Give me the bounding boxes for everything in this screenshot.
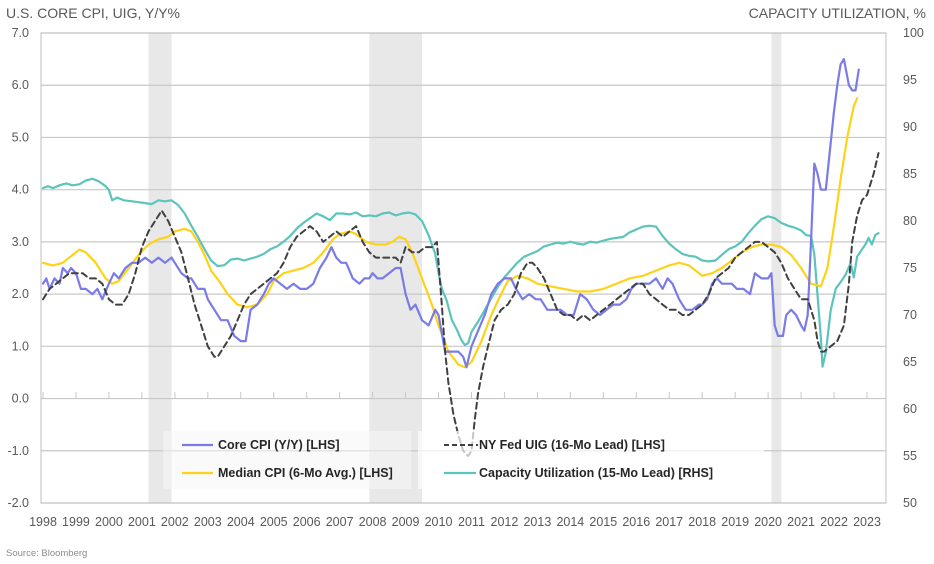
x-axis-ticks: 1998 1999 2000 2001 2002 2003 2004 2005 2006 2007… <box>29 392 881 529</box>
series-line-core-cpi-y-y-lhs <box>41 58 860 369</box>
x-tick-label: 2010 <box>425 515 453 529</box>
y-right-tick-label: 100 <box>903 26 924 40</box>
left-axis-title: U.S. CORE CPI, UIG, Y/Y% <box>6 5 180 21</box>
y-left-tick-label: 6.0 <box>12 78 29 92</box>
legend-label-ny-fed-uig: NY Fed UIG (16-Mo Lead) [LHS] <box>479 438 665 452</box>
x-tick-label: 2021 <box>787 515 815 529</box>
x-tick-label: 2000 <box>95 515 123 529</box>
x-tick-label: 2015 <box>589 515 617 529</box>
series-line-capacity-utilization-15-mo-lead-rhs <box>41 177 880 368</box>
y-left-tick-label: 7.0 <box>12 26 29 40</box>
left-axis-ticks: 7.0 6.0 5.0 4.0 3.0 2.0 1.0 0.0 -1.0 -2.0 <box>7 26 29 510</box>
y-left-tick-label: 5.0 <box>12 130 29 144</box>
legend-label-capacity-utilization: Capacity Utilization (15-Mo Lead) [RHS] <box>479 466 713 480</box>
x-tick-label: 2022 <box>820 515 848 529</box>
x-tick-label: 2006 <box>293 515 321 529</box>
y-right-tick-label: 60 <box>903 402 917 416</box>
x-tick-label: 2013 <box>523 515 551 529</box>
y-left-tick-label: 1.0 <box>12 339 29 353</box>
x-tick-label: 2009 <box>392 515 420 529</box>
plot-frame <box>40 32 887 504</box>
y-left-tick-label: -2.0 <box>7 496 29 510</box>
right-axis-title: CAPACITY UTILIZATION, % <box>749 5 926 21</box>
y-right-tick-label: 80 <box>903 214 917 228</box>
legend-item-capacity-utilization[interactable]: Capacity Utilization (15-Mo Lead) [RHS] <box>444 466 713 480</box>
y-right-tick-label: 85 <box>903 167 917 181</box>
x-tick-label: 2014 <box>556 515 584 529</box>
y-left-tick-label: 3.0 <box>12 235 29 249</box>
legend-label-core-cpi: Core CPI (Y/Y) [LHS] <box>218 438 340 452</box>
x-tick-label: 2023 <box>853 515 881 529</box>
y-right-tick-label: 90 <box>903 120 917 134</box>
legend-item-median-cpi[interactable]: Median CPI (6-Mo Avg.) [LHS] <box>182 466 393 480</box>
x-tick-label: 2018 <box>688 515 716 529</box>
y-left-tick-label: 4.0 <box>12 183 29 197</box>
y-left-tick-label: 0.0 <box>12 392 29 406</box>
right-axis-ticks: 100 95 90 85 80 75 70 65 60 55 50 <box>903 26 924 510</box>
x-tick-label: 1999 <box>62 515 90 529</box>
y-right-tick-label: 95 <box>903 73 917 87</box>
x-tick-label: 2004 <box>227 515 255 529</box>
x-tick-label: 2020 <box>754 515 782 529</box>
x-tick-label: 2012 <box>491 515 519 529</box>
x-tick-label: 2019 <box>721 515 749 529</box>
y-left-tick-label: -1.0 <box>7 444 29 458</box>
y-right-tick-label: 65 <box>903 355 917 369</box>
recession-band <box>771 33 782 503</box>
legend-left-backdrop <box>163 431 411 489</box>
y-right-tick-label: 75 <box>903 261 917 275</box>
x-tick-label: 2005 <box>260 515 288 529</box>
x-tick-label: 2011 <box>458 515 485 529</box>
x-tick-label: 1998 <box>29 515 57 529</box>
x-tick-label: 2017 <box>655 515 683 529</box>
legend-item-core-cpi[interactable]: Core CPI (Y/Y) [LHS] <box>182 438 340 452</box>
x-tick-label: 2008 <box>359 515 387 529</box>
x-tick-label: 2003 <box>194 515 222 529</box>
y-right-tick-label: 55 <box>903 449 917 463</box>
legend-item-ny-fed-uig[interactable]: NY Fed UIG (16-Mo Lead) [LHS] <box>444 438 665 452</box>
x-tick-label: 2016 <box>622 515 650 529</box>
legend-right-backdrop <box>418 431 764 489</box>
x-tick-label: 2007 <box>326 515 354 529</box>
recession-band <box>148 33 172 503</box>
y-right-tick-label: 50 <box>903 496 917 510</box>
legend-label-median-cpi: Median CPI (6-Mo Avg.) [LHS] <box>218 466 393 480</box>
source-note: Source: Bloomberg <box>6 548 87 559</box>
y-left-tick-label: 2.0 <box>12 287 29 301</box>
x-tick-label: 2001 <box>128 515 156 529</box>
x-tick-label: 2002 <box>161 515 189 529</box>
legend: Core CPI (Y/Y) [LHS] NY Fed UIG (16-Mo L… <box>163 431 764 489</box>
y-right-tick-label: 70 <box>903 308 917 322</box>
